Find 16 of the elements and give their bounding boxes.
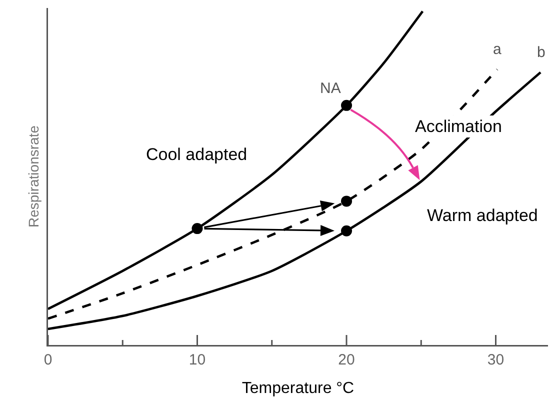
x-axis-title: Temperature °C	[242, 380, 354, 397]
point	[341, 196, 352, 207]
point	[341, 225, 352, 236]
annotation: NA	[320, 80, 341, 97]
annotation: Cool adapted	[146, 145, 248, 164]
x-tick-label: 20	[338, 352, 355, 368]
x-tick-label: 10	[188, 352, 206, 368]
x-tick-label: 0	[44, 352, 52, 368]
x-tick-label: 30	[487, 352, 504, 368]
annotation: Acclimation	[415, 117, 502, 136]
series-label: a	[493, 41, 502, 58]
y-axis-title: Respirationsrate	[25, 125, 42, 228]
point	[341, 100, 352, 111]
series-label: b	[537, 44, 546, 61]
annotation: Warm adapted	[427, 206, 538, 225]
point	[192, 223, 203, 234]
